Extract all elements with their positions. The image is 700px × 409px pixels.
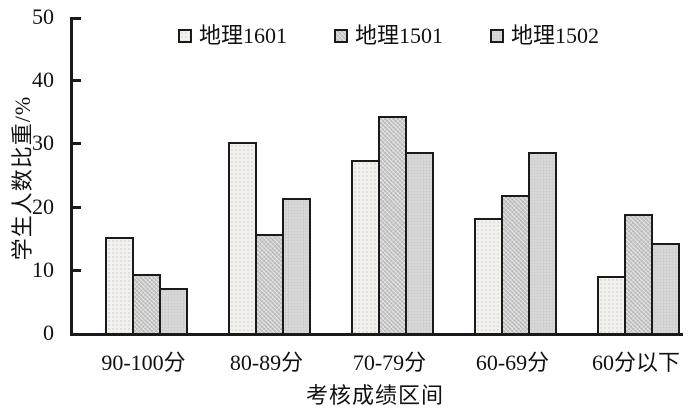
y-tick-label: 10 (32, 256, 54, 282)
x-category-label: 90-100分 (101, 350, 186, 375)
legend-item: 地理1601 (178, 25, 287, 47)
legend-swatch-icon (490, 29, 505, 43)
legend: 地理1601 地理1501 地理1502 (178, 25, 599, 47)
x-category-label: 60分以下 (592, 350, 681, 375)
bar (501, 194, 530, 333)
bar (351, 160, 380, 333)
bar (255, 234, 284, 333)
y-tick-labels: 0 10 20 30 40 50 (0, 6, 62, 344)
bar-group (226, 17, 313, 333)
y-tick-label: 20 (32, 193, 54, 219)
bar (132, 273, 161, 333)
bar (651, 242, 680, 333)
bar (474, 217, 503, 333)
legend-label: 地理1501 (355, 23, 444, 48)
y-tick-mark (73, 142, 81, 146)
legend-swatch-icon (334, 29, 349, 43)
y-tick-mark (73, 268, 81, 272)
legend-label: 地理1601 (199, 23, 288, 48)
bar-group (103, 17, 190, 333)
y-tick-label: 0 (43, 320, 54, 345)
bar (378, 115, 407, 333)
x-category-labels: 90-100分 80-89分 70-79分 60-69分 60分以下 (70, 345, 680, 377)
x-category-label: 80-89分 (229, 350, 304, 375)
legend-label: 地理1502 (511, 23, 600, 48)
legend-swatch-icon (178, 29, 192, 43)
bar (105, 236, 134, 333)
bar (624, 214, 653, 333)
plot-area (70, 17, 683, 336)
y-tick-label: 40 (32, 67, 54, 93)
y-tick-mark (73, 205, 81, 209)
legend-item: 地理1501 (334, 25, 443, 47)
bar (597, 275, 626, 333)
y-tick-label: 30 (32, 130, 54, 156)
y-axis-top-tick (73, 17, 81, 20)
bar-group (472, 17, 559, 333)
y-tick-mark (73, 79, 81, 83)
x-category-label: 70-79分 (352, 350, 427, 375)
bar-group (349, 17, 436, 333)
bar-groups (73, 17, 683, 333)
bar (159, 288, 188, 333)
x-category-label: 60-69分 (475, 350, 550, 375)
y-tick-label: 50 (32, 4, 54, 29)
legend-item: 地理1502 (490, 25, 599, 47)
bar (528, 152, 557, 333)
bar-group (595, 17, 682, 333)
x-axis-title: 考核成绩区间 (305, 383, 444, 408)
bar (228, 141, 257, 333)
bar (282, 197, 311, 333)
bar (405, 152, 434, 333)
